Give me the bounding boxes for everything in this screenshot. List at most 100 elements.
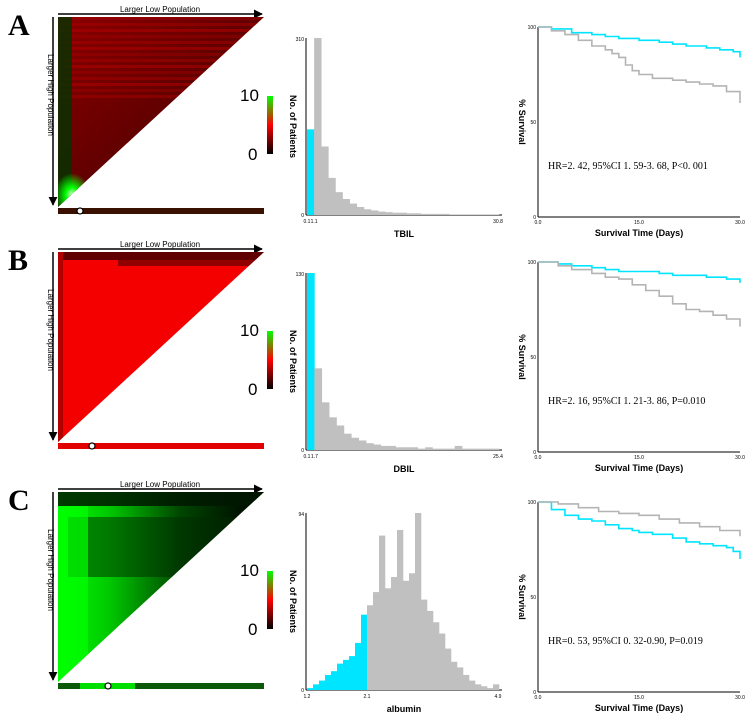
hist-bar [397,529,404,690]
km-xtick-label: 15.0 [634,220,644,226]
panel-b: B Larger Low Population Larger High Popula… [8,240,745,474]
hist-bar [321,146,329,215]
hist-bar [403,580,410,690]
hist-bar [356,207,365,215]
hist-bar [463,214,471,215]
hist-bar [449,214,457,215]
heatmap-top-label: Larger Low Population [120,480,200,489]
optimal-cutpoint-dot [88,442,96,450]
hist-bar [351,437,359,450]
hist-ylabel: No. of Patients [288,570,298,633]
hist-bar [454,445,463,450]
hist-bar [349,203,358,215]
hist-bar [307,688,314,690]
color-scale-min: 0 [248,620,257,639]
heatmap-top-label: Larger Low Population [120,240,200,249]
hist-bar [409,573,416,690]
hist-bar [373,592,380,690]
hist-bar [373,444,382,450]
km-xtick-label: 30.0 [735,455,745,461]
hist-bar [462,448,470,450]
heatmap-band [58,23,264,26]
hist-tick-label: 25.4 [493,454,503,460]
hist-bar [363,209,372,215]
hist-bar [355,642,362,690]
hist-bar [395,447,404,450]
km-ytick-label: 100 [528,260,537,266]
hist-bar [425,447,433,450]
km-xtick-label: 15.0 [634,455,644,461]
hist-bar [432,448,441,450]
heatmap-band [58,83,264,86]
hist-bar [371,210,379,215]
heatmap-cells [58,492,264,682]
hist-bar [477,214,486,215]
hist-bar [392,212,400,215]
km-ytick-label: 50 [530,355,536,361]
hist-bar [379,535,386,690]
hist-bar [417,448,426,450]
km-xtick-label: 0.0 [535,220,542,226]
color-scale-max: 10 [240,561,259,580]
hist-ytick-zero: 0 [301,213,304,219]
heatmap-band [118,260,264,266]
heatmap-band [58,89,264,92]
hist-tick-label: 0.1 [304,454,311,460]
hist-ytick-top: 130 [296,272,305,278]
hist-bar [337,663,344,690]
color-scale-min: 0 [248,380,257,399]
heatmap-green-column [58,17,72,207]
km-xtick-label: 30.0 [735,220,745,226]
hist-bar [336,425,345,450]
hist-bar [439,633,446,690]
hist-bar [388,445,396,450]
hist-bar [493,684,500,690]
hist-bar [451,661,458,690]
optimal-cutpoint-dot [76,207,84,215]
hist-bar [313,684,320,690]
km-curve-high [538,26,741,58]
panel-letter: B [8,244,28,277]
hist-bar [491,448,500,450]
hist-bar [307,129,315,215]
km-ytick-label: 0 [533,215,536,221]
heatmap-band [58,53,264,56]
hist-bar [427,610,434,690]
hist-bar [321,402,330,450]
heatmap-band [58,17,264,20]
hist-ytick-zero: 0 [301,688,304,694]
hist-bar [314,38,322,215]
color-scale-max: 10 [240,86,259,105]
hist-tick-label: 0.1 [304,219,311,225]
hist-bar [380,445,389,450]
hist-ytick-top: 310 [296,37,305,43]
hist-ylabel: No. of Patients [288,330,298,393]
km-xtick-label: 0.0 [535,455,542,461]
hist-bar [487,688,494,690]
color-scale-bar [267,96,273,154]
heatmap-side-label: Larger High Population [46,54,55,136]
km-curve-low [538,26,741,103]
hist-bar [415,513,422,690]
km-ytick-label: 50 [530,120,536,126]
hist-bar [491,214,500,215]
km-xtick-label: 30.0 [735,695,745,701]
hist-tick-label: 4.9 [495,694,502,700]
hist-bar [391,577,398,690]
color-scale-bar [267,571,273,629]
hist-bar [343,433,352,450]
hist-ylabel: No. of Patients [288,95,298,158]
hist-bar [427,213,436,215]
hist-bar [335,192,343,215]
hist-bar [457,667,464,690]
km-annotation: HR=2. 16, 95%CI 1. 21-3. 86, P=0.010 [548,396,705,407]
heatmap-band [58,252,264,260]
hist-tick-label: 1.1 [311,219,318,225]
hist-bar [403,447,411,450]
heatmap-strip [58,208,264,214]
km-ylabel: % Survival [517,574,527,620]
heatmap-band [58,35,264,38]
hist-bar [456,214,464,215]
hist-bar [484,448,492,450]
